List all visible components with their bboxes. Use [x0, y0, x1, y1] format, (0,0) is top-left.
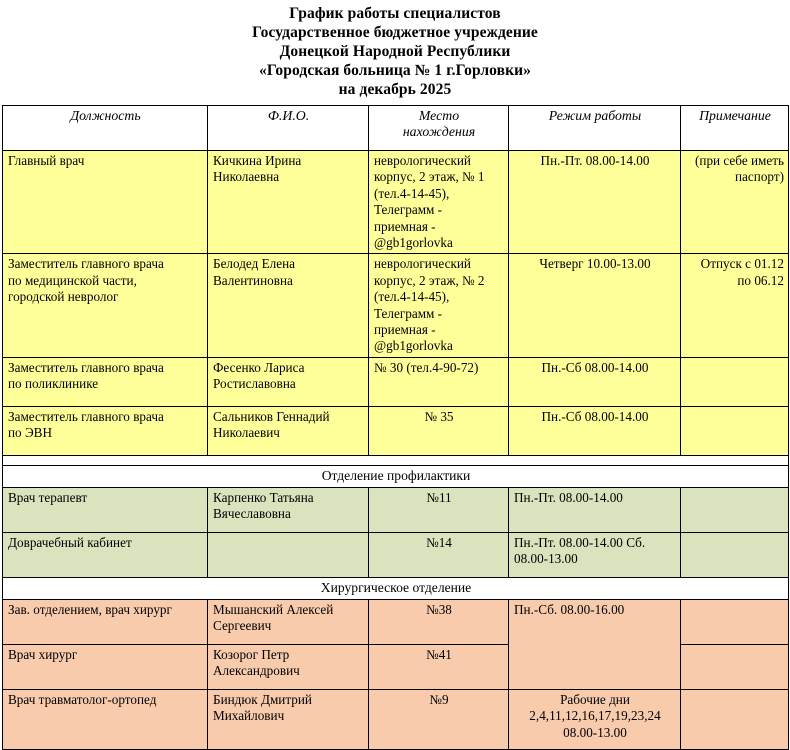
cell-note — [680, 405, 789, 456]
table-row: Доврачебный кабинет №14 Пн.-Пт. 08.00-14… — [2, 531, 789, 578]
cell-schedule: Пн.-Пт. 08.00-14.00 — [508, 486, 681, 533]
table-row: Заместитель главного врача по ЭВН Сальни… — [2, 405, 789, 456]
cell-location: № 30 (тел.4-90-72) — [368, 356, 509, 407]
table-row: Заместитель главного врача по поликлиник… — [2, 356, 789, 407]
cell-location: №38 — [368, 598, 509, 645]
cell-note — [680, 643, 789, 690]
cell-location: №14 — [368, 531, 509, 578]
column-header-note: Примечание — [680, 105, 789, 151]
cell-schedule: Пн.-Сб 08.00-14.00 — [508, 356, 681, 407]
title-line-3: Донецкой Народной Республики — [279, 43, 511, 60]
cell-fio: Кичкина Ирина Николаевна — [207, 149, 369, 255]
title-line-4: «Городская больница № 1 г.Горловки» — [258, 62, 532, 79]
section-gap-cell — [2, 454, 789, 466]
column-header-location-line2: нахождения — [402, 124, 476, 140]
section-header-row: Отделение профилактики — [2, 464, 789, 488]
column-header-position: Должность — [2, 105, 208, 151]
cell-location: №9 — [368, 688, 509, 750]
cell-position: Врач травматолог-ортопед — [2, 688, 208, 750]
table-row: Главный врач Кичкина Ирина Николаевна не… — [2, 149, 789, 255]
cell-schedule-merged: Пн.-Сб. 08.00-16.00 — [508, 598, 681, 690]
cell-location: №41 — [368, 643, 509, 690]
cell-schedule: Пн.-Пт. 08.00-14.00 — [508, 149, 681, 255]
cell-note: Отпуск с 01.12 по 06.12 — [680, 253, 789, 358]
cell-fio: Карпенко Татьяна Вячеславовна — [207, 486, 369, 533]
section-gap — [2, 454, 789, 466]
column-header-schedule: Режим работы — [508, 105, 681, 151]
cell-fio: Белодед Елена Валентиновна — [207, 253, 369, 358]
table-header-row: Должность Ф.И.О. Место нахождения Режим … — [2, 105, 789, 151]
column-header-location: Место нахождения — [368, 105, 509, 151]
cell-schedule: Пн.-Пт. 08.00-14.00 Сб. 08.00-13.00 — [508, 531, 681, 578]
title-line-2: Государственное бюджетное учреждение — [252, 24, 538, 41]
cell-position: Заместитель главного врача по поликлиник… — [2, 356, 208, 407]
cell-position: Главный врач — [2, 149, 208, 255]
cell-note: (при себе иметь паспорт) — [680, 149, 789, 255]
cell-note — [680, 356, 789, 407]
cell-schedule: Пн.-Сб 08.00-14.00 — [508, 405, 681, 456]
cell-note — [680, 598, 789, 645]
cell-location: № 35 — [368, 405, 509, 456]
cell-position: Заместитель главного врача по медицинско… — [2, 253, 208, 358]
table-row: Заместитель главного врача по медицинско… — [2, 253, 789, 358]
title-line-1: График работы специалистов — [289, 5, 501, 22]
section-title-surgery: Хирургическое отделение — [2, 576, 789, 600]
title-line-5: на декабрь 2025 — [338, 81, 452, 98]
table-row: Зав. отделением, врач хирург Мышанский А… — [2, 598, 789, 690]
cell-fio: Козорог Петр Александрович — [207, 643, 369, 690]
cell-location: неврологический корпус, 2 этаж, № 2 (тел… — [368, 253, 509, 358]
cell-schedule: Четверг 10.00-13.00 — [508, 253, 681, 358]
table-row: Врач терапевт Карпенко Татьяна Вячеславо… — [2, 486, 789, 533]
column-header-fio: Ф.И.О. — [207, 105, 369, 151]
cell-note — [680, 486, 789, 533]
section-header-row: Хирургическое отделение — [2, 576, 789, 600]
cell-schedule: Рабочие дни 2,4,11,12,16,17,19,23,24 08.… — [508, 688, 681, 750]
section-title-prevention: Отделение профилактики — [2, 464, 789, 488]
cell-position: Зав. отделением, врач хирург — [2, 598, 208, 645]
cell-position: Врач терапевт — [2, 486, 208, 533]
cell-note — [680, 688, 789, 750]
cell-fio: Фесенко Лариса Ростиславовна — [207, 356, 369, 407]
cell-fio: Биндюк Дмитрий Михайлович — [207, 688, 369, 750]
cell-position: Доврачебный кабинет — [2, 531, 208, 578]
cell-fio: Мышанский Алексей Сергеевич — [207, 598, 369, 645]
document-title: График работы специалистов Государственн… — [0, 0, 790, 99]
cell-fio: Сальников Геннадий Николаевич — [207, 405, 369, 456]
cell-position: Врач хирург — [2, 643, 208, 690]
cell-fio — [207, 531, 369, 578]
table-row: Врач травматолог-ортопед Биндюк Дмитрий … — [2, 688, 789, 750]
cell-location: №11 — [368, 486, 509, 533]
cell-location: неврологический корпус, 2 этаж, № 1 (тел… — [368, 149, 509, 255]
schedule-table: Должность Ф.И.О. Место нахождения Режим … — [2, 105, 789, 750]
cell-position: Заместитель главного врача по ЭВН — [2, 405, 208, 456]
cell-note — [680, 531, 789, 578]
column-header-location-line1: Место — [418, 108, 460, 123]
